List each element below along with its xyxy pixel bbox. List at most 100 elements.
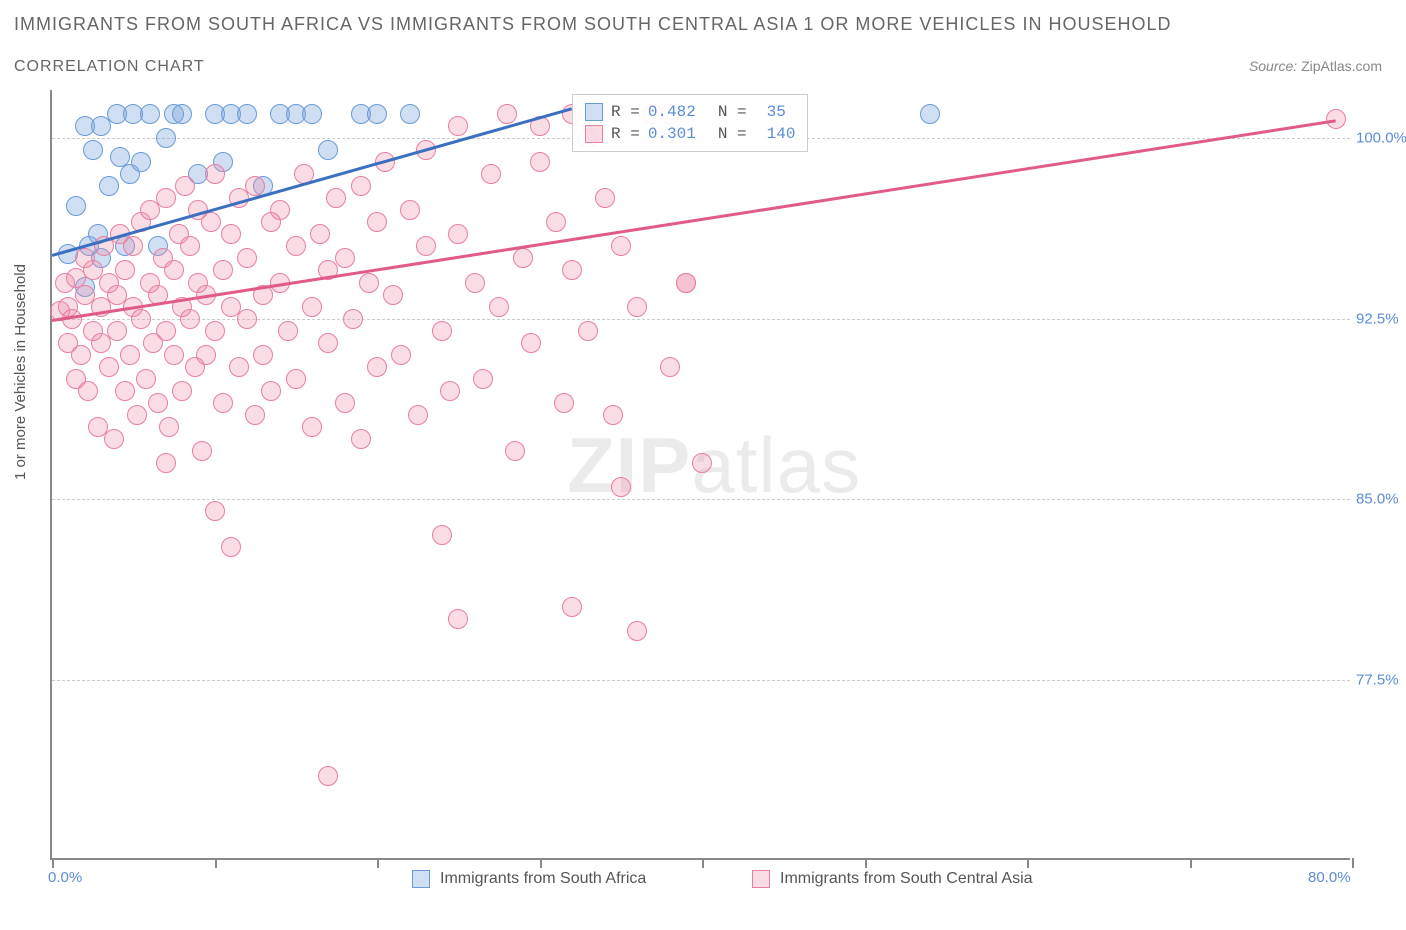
scatter-point [175, 176, 195, 196]
scatter-point [505, 441, 525, 461]
scatter-point [253, 345, 273, 365]
r-label: R = [611, 101, 640, 123]
x-tick [1027, 858, 1029, 868]
scatter-point [554, 393, 574, 413]
scatter-point [201, 212, 221, 232]
scatter-point [164, 345, 184, 365]
scatter-point [627, 621, 647, 641]
scatter-point [440, 381, 460, 401]
scatter-point [156, 321, 176, 341]
scatter-point [156, 453, 176, 473]
scatter-point [326, 188, 346, 208]
x-tick [865, 858, 867, 868]
scatter-point [180, 309, 200, 329]
scatter-point [66, 196, 86, 216]
scatter-point [481, 164, 501, 184]
scatter-point [229, 357, 249, 377]
scatter-point [99, 176, 119, 196]
scatter-point [448, 609, 468, 629]
scatter-point [359, 273, 379, 293]
scatter-point [71, 345, 91, 365]
scatter-point [286, 236, 306, 256]
x-tick [1352, 858, 1354, 868]
scatter-point [367, 212, 387, 232]
x-tick [377, 858, 379, 868]
scatter-point [148, 393, 168, 413]
scatter-point [120, 345, 140, 365]
x-tick [702, 858, 704, 868]
scatter-point [123, 236, 143, 256]
scatter-point [131, 309, 151, 329]
watermark-bold: ZIP [567, 421, 691, 509]
scatter-point [205, 164, 225, 184]
legend-label: Immigrants from South Central Asia [780, 870, 1033, 888]
scatter-point [213, 393, 233, 413]
stats-row: R =0.482N = 35 [585, 101, 795, 123]
scatter-point [627, 297, 647, 317]
scatter-point [156, 128, 176, 148]
watermark-light: atlas [691, 421, 861, 509]
scatter-point [172, 381, 192, 401]
scatter-point [920, 104, 940, 124]
scatter-point [140, 104, 160, 124]
scatter-point [205, 321, 225, 341]
r-value: 0.301 [648, 123, 696, 145]
scatter-point [221, 537, 241, 557]
n-value: 35 [767, 101, 786, 123]
source-label: Source: [1249, 58, 1297, 74]
x-tick-label: 80.0% [1308, 869, 1351, 886]
scatter-point [159, 417, 179, 437]
x-tick-label: 0.0% [48, 869, 82, 886]
scatter-point [196, 345, 216, 365]
legend-swatch [585, 125, 603, 143]
scatter-point [318, 333, 338, 353]
scatter-point [278, 321, 298, 341]
scatter-point [473, 369, 493, 389]
scatter-point [136, 369, 156, 389]
scatter-point [400, 104, 420, 124]
scatter-point [595, 188, 615, 208]
chart-subtitle: CORRELATION CHART [14, 58, 205, 76]
scatter-point [383, 285, 403, 305]
scatter-point [213, 260, 233, 280]
scatter-point [432, 321, 452, 341]
scatter-point [115, 381, 135, 401]
scatter-point [245, 405, 265, 425]
legend-item: Immigrants from South Africa [412, 870, 646, 888]
scatter-point [302, 297, 322, 317]
scatter-point [408, 405, 428, 425]
scatter-point [400, 200, 420, 220]
plot-area: ZIPatlas 77.5%85.0%92.5%100.0%0.0%80.0%R… [50, 90, 1350, 860]
scatter-point [448, 224, 468, 244]
y-tick-label: 92.5% [1356, 310, 1406, 327]
r-label: R = [611, 123, 640, 145]
scatter-point [205, 501, 225, 521]
chart-title: IMMIGRANTS FROM SOUTH AFRICA VS IMMIGRAN… [14, 14, 1171, 35]
legend-label: Immigrants from South Africa [440, 870, 646, 888]
scatter-point [107, 321, 127, 341]
scatter-point [99, 357, 119, 377]
scatter-point [164, 260, 184, 280]
scatter-point [286, 369, 306, 389]
scatter-point [302, 417, 322, 437]
n-value: 140 [767, 123, 796, 145]
scatter-point [367, 104, 387, 124]
scatter-point [611, 477, 631, 497]
scatter-point [131, 152, 151, 172]
scatter-point [521, 333, 541, 353]
scatter-point [497, 104, 517, 124]
y-tick-label: 85.0% [1356, 491, 1406, 508]
scatter-point [692, 453, 712, 473]
scatter-point [562, 260, 582, 280]
x-tick [52, 858, 54, 868]
legend-swatch [752, 870, 770, 888]
scatter-point [416, 236, 436, 256]
scatter-point [172, 104, 192, 124]
scatter-point [448, 116, 468, 136]
scatter-point [221, 224, 241, 244]
scatter-point [1326, 109, 1346, 129]
scatter-point [104, 429, 124, 449]
scatter-point [351, 176, 371, 196]
n-label: N = [718, 101, 747, 123]
scatter-point [603, 405, 623, 425]
